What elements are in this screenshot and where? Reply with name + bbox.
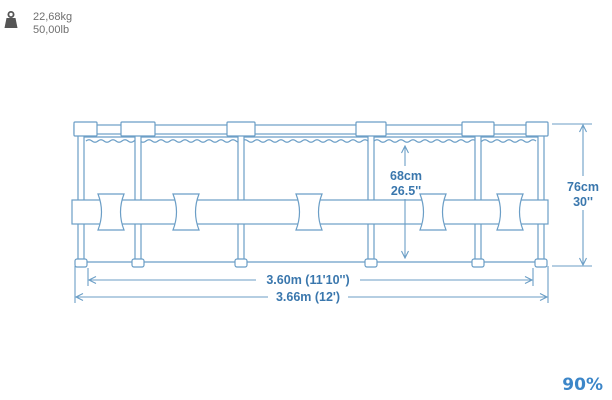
- water-height-dimension: 68cm 26.5'': [390, 146, 422, 258]
- belt-connector: [97, 193, 125, 231]
- wall-height-dimension: 76cm 30'': [552, 123, 599, 267]
- foot: [534, 258, 548, 268]
- weight-icon-handle: [7, 10, 15, 18]
- foot: [234, 258, 248, 268]
- foot: [471, 258, 485, 268]
- top-connector: [525, 121, 549, 137]
- water-height-in-label: 26.5'': [391, 184, 421, 198]
- top-connector: [120, 121, 156, 137]
- leg: [237, 133, 245, 262]
- belt-connector: [295, 193, 323, 231]
- leg: [537, 133, 545, 262]
- weight-info: 22,68kg 50,00lb: [4, 10, 72, 36]
- wall-height-in-label: 30'': [573, 195, 593, 209]
- feet: [74, 258, 548, 268]
- top-connector: [73, 121, 98, 137]
- weight-icon-body: [4, 18, 18, 28]
- top-connectors: [73, 121, 549, 137]
- pool-frame: [71, 121, 549, 268]
- weight-icon: [4, 10, 18, 28]
- foot: [131, 258, 145, 268]
- leg: [134, 133, 142, 262]
- outer-diameter-dimension: 3.66m (12'): [74, 266, 549, 304]
- foot: [364, 258, 378, 268]
- weight-lb: 50,00lb: [33, 24, 69, 36]
- outer-diameter-label: 3.66m (12'): [276, 290, 340, 304]
- inner-diameter-label: 3.60m (11'10''): [266, 273, 349, 287]
- fill-level-label: 90%: [562, 375, 603, 395]
- belt-connector: [172, 193, 200, 231]
- water-height-cm-label: 68cm: [390, 169, 422, 183]
- weight-kg: 22,68kg: [33, 11, 72, 23]
- inner-diameter-dimension: 3.60m (11'10''): [87, 268, 534, 287]
- water-surface-wave: [85, 139, 537, 143]
- belt-connector: [419, 193, 447, 231]
- belt-connector: [496, 193, 524, 231]
- foot: [74, 258, 88, 268]
- leg: [474, 133, 482, 262]
- top-connector: [355, 121, 387, 137]
- wall-height-cm-label: 76cm: [567, 180, 599, 194]
- top-connector: [226, 121, 256, 137]
- leg: [367, 133, 375, 262]
- belt-connectors: [97, 193, 524, 231]
- top-connector: [461, 121, 495, 137]
- leg: [77, 133, 85, 262]
